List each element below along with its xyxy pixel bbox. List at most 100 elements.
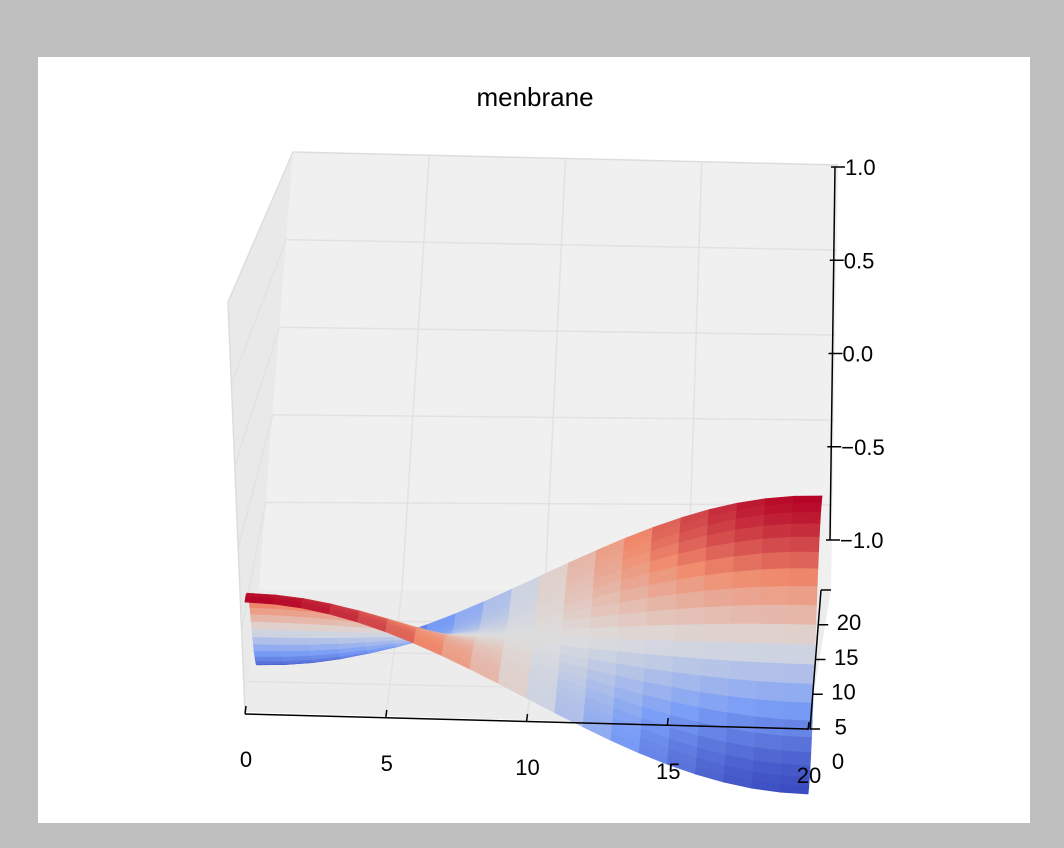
surface-patch (760, 568, 791, 588)
surface-patch (280, 636, 311, 645)
z-tick-label: −0.5 (841, 435, 884, 460)
surface-patch (336, 636, 367, 644)
surface-patch (644, 639, 675, 658)
surface-patch (758, 604, 789, 625)
surface-patch (254, 655, 285, 662)
surface-patch (308, 637, 339, 645)
back-pane (259, 152, 838, 590)
surface-patch (703, 588, 734, 609)
surface-patch (792, 495, 823, 504)
x-tick (525, 713, 529, 723)
back-gridline (544, 158, 567, 591)
back-gridline (286, 238, 837, 251)
surface-patch (732, 569, 762, 590)
pane-edge (227, 151, 294, 303)
z-tick-label: 0.5 (844, 248, 875, 273)
x-tick-label: 20 (797, 763, 821, 788)
axes: 0 5 10 15 20 0 5 10 15 20 −1.0 −0.5 0.0 0.5 1.0 (240, 155, 885, 788)
x-tick (244, 705, 247, 715)
surface-patch (791, 512, 822, 525)
surface-patch (729, 642, 760, 664)
surface-patch (645, 624, 676, 642)
surface-patch (788, 568, 819, 588)
left-gridline (234, 326, 281, 467)
y-tick-label: 20 (837, 610, 861, 635)
x-tick (385, 709, 388, 719)
x-tick-label: 10 (515, 755, 539, 780)
surface-patch (782, 735, 812, 754)
surface-patch (674, 607, 705, 626)
surface-patch (784, 682, 815, 704)
surface-patch (701, 623, 732, 644)
y-tick-label: 15 (834, 645, 858, 670)
x-tick-label: 5 (381, 751, 393, 776)
surface-patch (702, 605, 733, 626)
surface-patch (646, 609, 677, 627)
surface-patch (761, 536, 792, 555)
surface-patch (730, 604, 761, 625)
surface-patch (762, 523, 793, 540)
z-tick-label: 1.0 (845, 155, 876, 180)
surface-patch (787, 585, 818, 607)
surface-patch (533, 629, 563, 639)
surface-patch (589, 626, 620, 640)
x-tick (666, 717, 669, 727)
surface-patch (701, 641, 731, 662)
surface-patch (251, 628, 282, 638)
surface-patch (792, 502, 822, 514)
surface-plot (244, 495, 823, 795)
surface-patch (785, 643, 816, 666)
left-gridline (230, 239, 287, 385)
surface-patch (786, 624, 817, 646)
surface-patch (281, 643, 311, 652)
surface-patch (759, 585, 790, 606)
back-gridline (401, 155, 430, 591)
surface-patch (728, 660, 759, 682)
surface-patch (790, 523, 821, 538)
surface-patch (755, 699, 786, 721)
surface-patch (785, 663, 815, 685)
surface-patch (561, 627, 591, 640)
x-tick (807, 721, 810, 731)
y-tick-label: 10 (831, 680, 855, 705)
surface-patch (731, 586, 762, 607)
surface-patch (279, 629, 310, 639)
surface-patch (789, 551, 819, 570)
surface-patch (730, 623, 760, 644)
pane-edge (292, 151, 839, 166)
surface-patch (789, 536, 820, 553)
left-gridline (237, 414, 274, 549)
surface-patch (675, 590, 705, 611)
back-gridline (279, 326, 836, 336)
surface-patch (618, 611, 648, 628)
figure: 0 5 10 15 20 0 5 10 15 20 −1.0 −0.5 0.0 0.5 1.0 menbra… (38, 57, 1030, 823)
surface-patch (252, 643, 283, 652)
surface-chart: 0 5 10 15 20 0 5 10 15 20 −1.0 −0.5 0.0 0.5 1.0 menbra… (227, 82, 885, 795)
left-gridline (240, 502, 267, 631)
surface-patch (756, 662, 787, 684)
surface-patch (779, 784, 810, 795)
surface-patch (253, 650, 284, 657)
z-tick-label: 0.0 (843, 342, 874, 367)
surface-patch (673, 624, 704, 643)
y-tick-label: 0 (832, 749, 844, 774)
surface-patch (761, 551, 791, 571)
surface-patch (756, 681, 786, 703)
surface-patch (700, 658, 731, 680)
left-pane (228, 152, 293, 712)
z-tick-label: −1.0 (840, 528, 883, 553)
surface-patch (758, 623, 789, 645)
surface-patch (252, 636, 283, 645)
chart-title: menbrane (476, 82, 593, 112)
pane-edge (227, 301, 246, 713)
surface-patch (787, 604, 817, 626)
back-gridline (272, 414, 834, 421)
surface-patch (250, 620, 281, 631)
surface-patch (783, 701, 814, 722)
y-tick-label: 5 (835, 714, 847, 739)
surface-patch (757, 642, 788, 665)
x-tick-label: 15 (656, 759, 680, 784)
surface-patch (617, 625, 648, 641)
x-tick-label: 0 (240, 747, 252, 772)
surface-patch (732, 553, 763, 573)
